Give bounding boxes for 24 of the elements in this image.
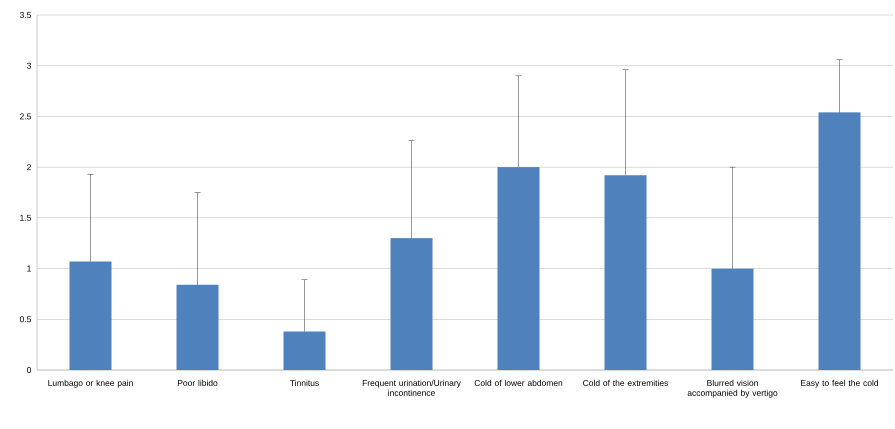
y-tick-label: 2	[27, 164, 31, 170]
x-tick-label: Poor libido	[178, 380, 218, 386]
y-tick-label: 1	[27, 266, 31, 272]
bar	[818, 112, 861, 370]
x-tick-label: Cold of the extremities	[583, 380, 668, 386]
x-tick-label: Lumbago or knee pain	[48, 380, 133, 388]
bar	[176, 284, 219, 370]
x-tick-label: Cold of lower abdomen	[474, 380, 562, 386]
y-tick-label: 3	[26, 62, 31, 69]
x-tick-label: Frequent urination/Urinary incontinence	[362, 380, 461, 396]
y-tick-label: 0.5	[20, 316, 32, 322]
y-tick-label: 1.5	[20, 214, 32, 221]
x-tick-label: Blurred vision accompanied by vertigo	[688, 380, 778, 398]
bar	[604, 175, 647, 370]
bar	[284, 331, 326, 370]
bar	[498, 167, 540, 370]
bar	[70, 261, 112, 370]
y-tick-label: 0	[26, 367, 32, 373]
bar	[712, 268, 754, 370]
x-tick-label: Easy to feel the cold	[801, 380, 878, 388]
y-tick-label: 2.5	[20, 113, 32, 120]
bar	[390, 238, 433, 370]
x-tick-label: Tinnitus	[290, 380, 319, 386]
y-tick-label: 3.5	[20, 12, 32, 18]
